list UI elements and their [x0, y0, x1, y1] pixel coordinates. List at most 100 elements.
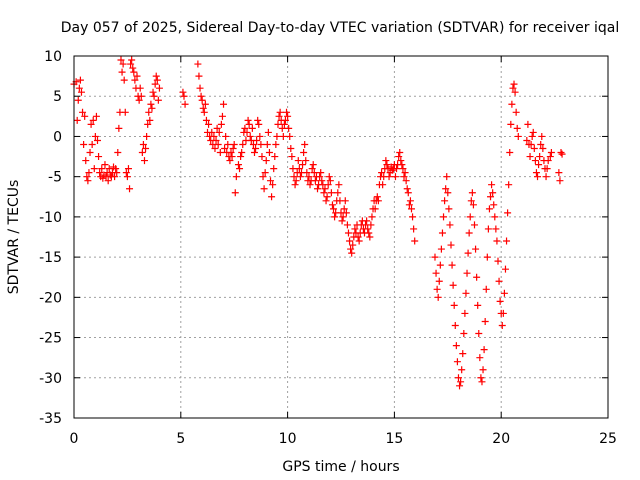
data-point — [90, 165, 98, 173]
data-point — [468, 189, 476, 197]
axis-ticks — [73, 55, 609, 419]
data-point — [250, 149, 258, 157]
data-point — [252, 145, 260, 153]
data-point — [402, 177, 410, 185]
data-point — [114, 149, 122, 157]
data-point — [259, 173, 267, 181]
y-tick-label: -25 — [39, 331, 62, 347]
data-point — [150, 92, 158, 100]
data-point — [76, 76, 84, 84]
data-point — [249, 140, 257, 148]
data-point — [118, 68, 126, 76]
data-point — [466, 213, 474, 221]
data-point — [492, 225, 500, 233]
data-point — [482, 285, 490, 293]
data-point — [532, 169, 540, 177]
x-tick-label: 15 — [385, 431, 403, 447]
data-point — [436, 261, 444, 269]
data-point — [195, 72, 203, 80]
data-point — [344, 229, 352, 237]
data-point — [393, 165, 401, 173]
data-point — [290, 173, 298, 181]
y-tick-label: -35 — [39, 411, 62, 427]
data-point — [222, 132, 230, 140]
data-point — [478, 378, 486, 386]
data-point — [366, 233, 374, 241]
data-points — [70, 56, 566, 390]
data-point — [321, 185, 329, 193]
data-point — [328, 201, 336, 209]
data-point — [136, 84, 144, 92]
data-point — [487, 193, 495, 201]
data-point — [140, 157, 148, 165]
data-point — [212, 136, 220, 144]
x-tick-label: 20 — [492, 431, 510, 447]
data-point — [324, 181, 332, 189]
data-point — [77, 88, 85, 96]
data-point — [491, 213, 499, 221]
data-point — [227, 149, 235, 157]
data-point — [236, 165, 244, 173]
data-point — [465, 229, 473, 237]
chart-title: Day 057 of 2025, Sidereal Day-to-day VTE… — [61, 20, 619, 36]
data-point — [265, 149, 273, 157]
data-point — [258, 153, 266, 161]
data-point — [199, 104, 207, 112]
data-point — [463, 269, 471, 277]
data-point — [339, 213, 347, 221]
y-tick-labels: 10 5 0 -5 -10 -15 -20 -25 -30 -35 — [39, 49, 62, 427]
data-point — [405, 201, 413, 209]
data-point — [395, 153, 403, 161]
data-point — [275, 112, 283, 120]
data-point — [523, 136, 531, 144]
data-point — [462, 289, 470, 297]
data-point — [335, 181, 343, 189]
data-point — [407, 205, 415, 213]
data-point — [501, 265, 509, 273]
data-point — [458, 366, 466, 374]
data-point — [355, 237, 363, 245]
data-point — [311, 177, 319, 185]
data-point — [453, 358, 461, 366]
data-point — [527, 140, 535, 148]
data-point — [261, 169, 269, 177]
data-point — [437, 245, 445, 253]
data-point — [484, 225, 492, 233]
data-point — [124, 165, 132, 173]
data-point — [205, 120, 213, 128]
data-point — [493, 237, 501, 245]
data-point — [254, 116, 262, 124]
data-point — [80, 140, 88, 148]
y-tick-label: -15 — [39, 250, 62, 266]
data-point — [74, 96, 82, 104]
data-point — [316, 173, 324, 181]
data-point — [490, 201, 498, 209]
data-point — [323, 193, 331, 201]
data-point — [130, 68, 138, 76]
y-axis-label: SDTVAR / TECUs — [6, 180, 22, 295]
data-point — [512, 108, 520, 116]
data-point — [555, 169, 563, 177]
data-point — [471, 221, 478, 229]
data-point — [112, 165, 120, 173]
data-point — [382, 157, 390, 165]
data-point — [534, 173, 542, 181]
data-point — [245, 120, 253, 128]
y-tick-label: -5 — [48, 170, 62, 186]
data-point — [93, 136, 101, 144]
data-point — [456, 382, 464, 390]
data-point — [396, 149, 404, 157]
x-tick-label: 5 — [176, 431, 185, 447]
data-point — [529, 128, 537, 136]
data-point — [211, 145, 219, 153]
data-point — [220, 100, 228, 108]
data-point — [89, 116, 97, 124]
data-point — [268, 193, 276, 201]
data-point — [351, 225, 359, 233]
data-point — [558, 150, 566, 158]
data-point — [232, 173, 240, 181]
data-point — [371, 205, 379, 213]
data-point — [346, 237, 354, 245]
data-point — [343, 221, 351, 229]
